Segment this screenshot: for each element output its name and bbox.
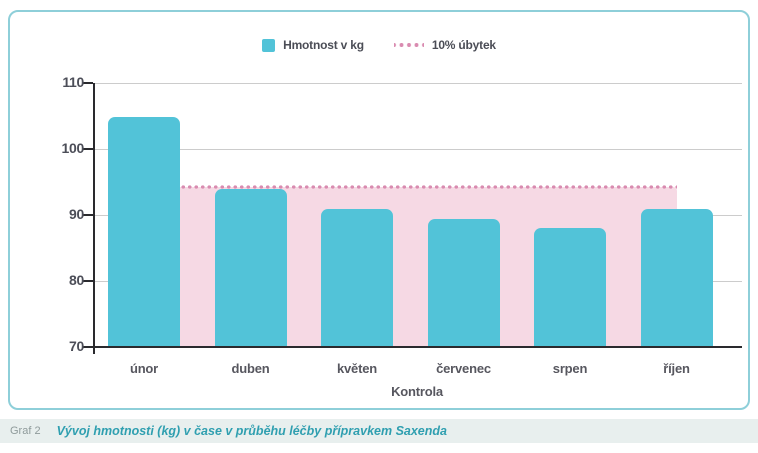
- caption-label: Graf 2: [10, 425, 41, 437]
- y-axis-label-70: 70: [69, 338, 84, 354]
- x-axis-title: Kontrola: [391, 384, 443, 399]
- caption-bar: Graf 2 Vývoj hmotnosti (kg) v čase v prů…: [0, 419, 758, 443]
- gridline-110: [93, 82, 742, 84]
- x-axis-label-květen: květen: [337, 361, 377, 376]
- plot-area: 70 80 90 100 110 únor duben květen červenec srpen…: [10, 12, 748, 408]
- x-axis-label-říjen: říjen: [663, 361, 690, 376]
- chart-legend: Hmotnost v kg 10% úbytek: [10, 38, 748, 52]
- y-axis-tick-70: [83, 346, 93, 348]
- bar-červenec: [427, 218, 500, 347]
- y-axis-label-90: 90: [69, 206, 84, 222]
- y-axis-label-100: 100: [61, 140, 85, 156]
- legend-label-ubytek: 10% úbytek: [431, 38, 496, 52]
- y-axis-line: [93, 83, 95, 354]
- bar-květen: [321, 209, 393, 347]
- x-axis-label-srpen: srpen: [552, 361, 588, 376]
- y-axis-label-110: 110: [62, 74, 84, 90]
- chart-card: Hmotnost v kg 10% úbytek 70 80 90 100 110 úno…: [8, 10, 750, 410]
- legend-dotted-line-swatch: [393, 42, 424, 48]
- legend-bar-swatch: [262, 38, 276, 52]
- y-axis-tick-90: [83, 214, 93, 216]
- x-axis-label-duben: duben: [231, 361, 270, 376]
- bar-únor: [108, 117, 180, 347]
- y-axis-tick-110: [83, 82, 93, 84]
- y-axis-tick-100: [83, 148, 93, 150]
- y-axis-label-80: 80: [69, 272, 84, 288]
- legend-item-hmotnost: Hmotnost v kg: [262, 38, 364, 52]
- x-axis-label-červenec: červenec: [436, 361, 491, 376]
- legend-label-hmotnost: Hmotnost v kg: [283, 38, 364, 52]
- y-axis-tick-80: [83, 280, 93, 282]
- legend-item-ubytek: 10% úbytek: [393, 38, 496, 52]
- gridline-100: [93, 148, 742, 150]
- threshold-dotted-line: [180, 183, 677, 190]
- bar-duben: [214, 188, 287, 347]
- caption-text: Vývoj hmotnosti (kg) v čase v průběhu lé…: [56, 424, 447, 438]
- x-axis-label-únor: únor: [129, 361, 159, 376]
- bar-říjen: [640, 209, 713, 347]
- bar-srpen: [534, 227, 606, 347]
- x-axis-line: [93, 346, 742, 348]
